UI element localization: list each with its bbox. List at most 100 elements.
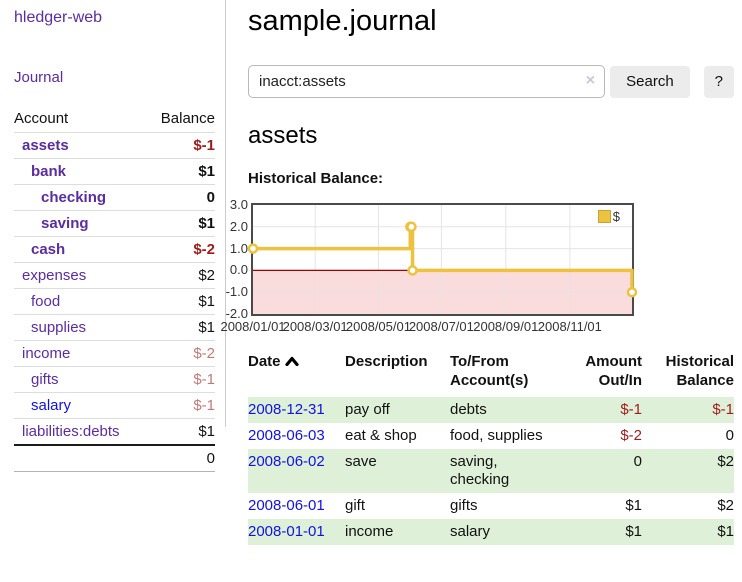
chart-series-svg: [247, 205, 638, 314]
y-tick-label: 0.0: [229, 262, 248, 278]
chart-y-axis: 3.0 2.0 1.0 0.0 -1.0 -2.0: [217, 198, 251, 321]
transaction-accounts: food, supplies: [450, 427, 543, 444]
sidebar-divider: [225, 0, 226, 427]
transaction-description: save: [345, 453, 377, 470]
register-row: 2008-06-01 gift gifts $1 $2: [248, 493, 734, 519]
sidebar-account-balance: $-1: [146, 392, 215, 419]
transaction-balance: 0: [725, 427, 734, 444]
register-header-description: Description: [345, 353, 428, 370]
x-tick-label: 2008/09/01: [473, 319, 539, 334]
y-tick-label: 3.0: [229, 197, 248, 212]
account-row: liabilities:debts $1: [14, 418, 215, 445]
register-table: Date Description To/From Account(s) Amount …: [248, 352, 734, 545]
sidebar-account-link-income[interactable]: income: [22, 345, 71, 362]
account-row: checking 0: [14, 184, 215, 211]
balance-chart: 3.0 2.0 1.0 0.0 -1.0 -2.0 $ 2008/01/01 2008/03…: [217, 198, 638, 334]
sidebar-account-link-assets[interactable]: assets: [22, 137, 69, 154]
sidebar-account-balance: $1: [146, 158, 215, 185]
register-header-date[interactable]: Date: [248, 352, 345, 397]
transaction-description: eat & shop: [345, 427, 417, 444]
chart-legend: $: [597, 209, 620, 224]
sidebar-account-link-food[interactable]: food: [31, 293, 61, 310]
search-input[interactable]: [248, 65, 606, 98]
legend-label: $: [612, 209, 620, 224]
transaction-amount: 0: [633, 453, 642, 470]
help-button[interactable]: ?: [703, 65, 734, 98]
account-row: assets $-1: [14, 132, 215, 159]
chevron-up-icon: [284, 356, 299, 366]
x-tick-label: 2008/01/01: [220, 319, 286, 334]
x-tick-label: 2008/07/01: [408, 319, 474, 334]
y-tick-label: 1.0: [229, 240, 248, 256]
transaction-date-link[interactable]: 2008-06-02: [248, 453, 325, 470]
brand-link[interactable]: hledger-web: [14, 9, 103, 26]
transaction-amount: $1: [625, 497, 642, 514]
chart-x-axis: 2008/01/01 2008/03/01 2008/05/01 2008/07/01…: [220, 316, 634, 334]
accounts-header-balance: Balance: [160, 110, 215, 127]
transaction-balance: $1: [717, 523, 734, 540]
nav-journal-link[interactable]: Journal: [14, 69, 64, 86]
transaction-description: pay off: [345, 401, 390, 418]
transaction-balance: $2: [717, 497, 734, 514]
x-tick-label: 2008/05/01: [345, 319, 411, 334]
sidebar-account-link-expenses[interactable]: expenses: [22, 267, 87, 284]
y-tick-label: -1.0: [225, 284, 248, 300]
accounts-header-account: Account: [14, 110, 69, 127]
sidebar-account-link-checking[interactable]: checking: [41, 189, 107, 206]
sidebar-account-link-supplies[interactable]: supplies: [31, 319, 87, 336]
transaction-date-link[interactable]: 2008-12-31: [248, 401, 325, 418]
transaction-date-link[interactable]: 2008-01-01: [248, 523, 325, 540]
account-row: saving $1: [14, 210, 215, 237]
register-header-accounts: To/From Account(s): [450, 353, 529, 389]
sidebar-account-link-saving[interactable]: saving: [41, 215, 89, 232]
account-row: food $1: [14, 288, 215, 315]
search-form: × Search ?: [248, 65, 734, 98]
account-row: income $-2: [14, 340, 215, 367]
account-heading: assets: [248, 122, 318, 149]
sidebar-account-link-gifts[interactable]: gifts: [31, 371, 59, 388]
register-header-amount: Amount Out/In: [585, 353, 642, 389]
transaction-accounts: salary: [450, 523, 491, 540]
sidebar-account-balance: $-2: [146, 340, 215, 367]
plot-area[interactable]: $: [247, 203, 638, 316]
sidebar-account-balance: $2: [146, 262, 215, 289]
sidebar-account-balance: $1: [146, 314, 215, 341]
account-row: cash $-2: [14, 236, 215, 263]
sidebar-account-link-cash[interactable]: cash: [31, 241, 66, 258]
y-tick-label: -2.0: [225, 306, 248, 321]
sidebar-account-link-liabilities-debts[interactable]: liabilities:debts: [22, 423, 120, 440]
accounts-total-value: 0: [146, 444, 215, 472]
transaction-date-link[interactable]: 2008-06-03: [248, 427, 325, 444]
register-row: 2008-06-02 save saving, checking 0 $2: [248, 449, 734, 493]
y-tick-label: 2.0: [229, 218, 248, 234]
transaction-accounts: debts: [450, 401, 487, 418]
clear-search-icon[interactable]: ×: [585, 72, 596, 89]
register-row: 2008-01-01 income salary $1 $1: [248, 519, 734, 545]
sidebar-account-balance: $1: [146, 210, 215, 237]
accounts-table: Account Balance assets $-1 bank $1 checking 0…: [14, 106, 215, 472]
x-tick-label: 2008/03/01: [282, 319, 348, 334]
sidebar-account-link-bank[interactable]: bank: [31, 163, 67, 180]
transaction-accounts: saving, checking: [450, 453, 510, 488]
page-title: sample.journal: [248, 5, 437, 37]
sidebar-account-link-salary[interactable]: salary: [31, 397, 72, 414]
transaction-description: income: [345, 523, 394, 540]
transaction-description: gift: [345, 497, 366, 514]
register-row: 2008-06-03 eat & shop food, supplies $-2 0: [248, 423, 734, 449]
search-button[interactable]: Search: [610, 65, 690, 98]
sidebar-account-balance: $-1: [146, 132, 215, 159]
accounts-total-row: 0: [14, 444, 215, 472]
sidebar-account-balance: 0: [146, 184, 215, 211]
sidebar-account-balance: $-2: [146, 236, 215, 263]
transaction-balance: $2: [717, 453, 734, 470]
transaction-amount: $-1: [620, 401, 642, 418]
search-input-wrap: ×: [248, 65, 606, 98]
transaction-balance: $-1: [712, 401, 734, 418]
sidebar-account-balance: $-1: [146, 366, 215, 393]
main-content: sample.journal × Search ? assets Histori…: [220, 0, 734, 545]
chart-heading: Historical Balance:: [248, 170, 384, 187]
legend-swatch: [597, 210, 611, 223]
transaction-date-link[interactable]: 2008-06-01: [248, 497, 325, 514]
sidebar-account-balance: $1: [146, 288, 215, 315]
